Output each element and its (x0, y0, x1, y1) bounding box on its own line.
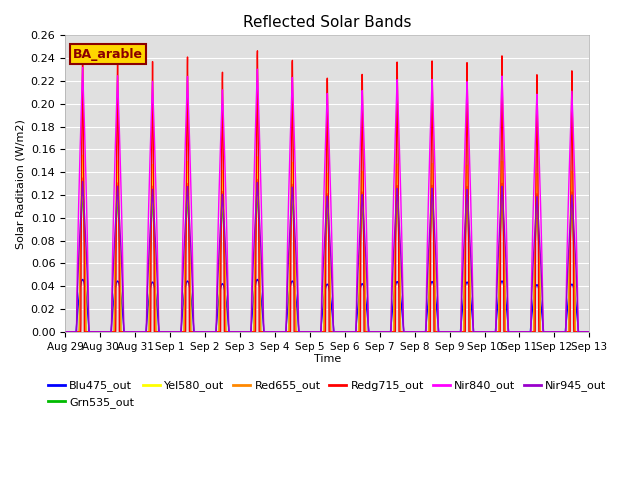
Nir945_out (152, 254, 160, 260)
Red655_out (586, 329, 593, 335)
Nir840_out (575, 329, 583, 335)
Red655_out (152, 329, 160, 335)
Legend: Blu475_out, Grn535_out, Yel580_out, Red655_out, Redg715_out, Nir840_out, Nir945_: Blu475_out, Grn535_out, Yel580_out, Red6… (44, 376, 611, 412)
Blu475_out (152, 297, 160, 303)
Yel580_out (575, 329, 583, 335)
Blu475_out (586, 329, 593, 335)
Nir945_out (262, 329, 270, 335)
Blu475_out (285, 292, 293, 298)
Nir840_out (121, 329, 129, 335)
Nir840_out (79, 65, 86, 71)
Grn535_out (152, 329, 160, 335)
Redg715_out (586, 329, 593, 335)
Nir945_out (285, 243, 293, 249)
Red655_out (519, 329, 527, 335)
Yel580_out (152, 329, 160, 335)
Grn535_out (285, 329, 293, 335)
Redg715_out (519, 329, 527, 335)
Yel580_out (79, 153, 86, 158)
Line: Blu475_out: Blu475_out (65, 279, 589, 332)
Red655_out (575, 329, 583, 335)
Blu475_out (61, 329, 69, 335)
Yel580_out (586, 329, 593, 335)
Yel580_out (262, 329, 270, 335)
Line: Redg715_out: Redg715_out (65, 45, 589, 332)
Line: Nir945_out: Nir945_out (65, 181, 589, 332)
X-axis label: Time: Time (314, 354, 341, 364)
Grn535_out (519, 329, 527, 335)
Nir945_out (519, 329, 527, 335)
Nir945_out (586, 329, 593, 335)
Line: Nir840_out: Nir840_out (65, 68, 589, 332)
Y-axis label: Solar Raditaion (W/m2): Solar Raditaion (W/m2) (15, 119, 25, 249)
Redg715_out (285, 329, 293, 335)
Grn535_out (575, 329, 583, 335)
Text: BA_arable: BA_arable (73, 48, 143, 60)
Nir945_out (61, 329, 69, 335)
Nir840_out (262, 329, 270, 335)
Line: Grn535_out: Grn535_out (65, 186, 589, 332)
Blu475_out (262, 329, 270, 335)
Blu475_out (575, 329, 583, 335)
Nir945_out (575, 329, 583, 335)
Line: Red655_out: Red655_out (65, 178, 589, 332)
Nir840_out (519, 329, 527, 335)
Grn535_out (586, 329, 593, 335)
Yel580_out (519, 329, 527, 335)
Redg715_out (61, 329, 69, 335)
Red655_out (61, 329, 69, 335)
Nir840_out (152, 198, 160, 204)
Yel580_out (285, 329, 293, 335)
Nir945_out (79, 179, 86, 184)
Yel580_out (61, 329, 69, 335)
Title: Reflected Solar Bands: Reflected Solar Bands (243, 15, 412, 30)
Grn535_out (79, 183, 86, 189)
Grn535_out (61, 329, 69, 335)
Blu475_out (79, 276, 86, 282)
Grn535_out (262, 329, 270, 335)
Grn535_out (121, 329, 129, 335)
Red655_out (262, 329, 270, 335)
Redg715_out (79, 42, 86, 48)
Nir945_out (121, 329, 129, 335)
Redg715_out (575, 329, 583, 335)
Nir840_out (285, 178, 293, 184)
Blu475_out (121, 329, 129, 335)
Yel580_out (121, 329, 129, 335)
Redg715_out (121, 329, 129, 335)
Blu475_out (519, 329, 527, 335)
Nir840_out (586, 329, 593, 335)
Redg715_out (152, 329, 160, 335)
Red655_out (121, 329, 129, 335)
Nir840_out (61, 329, 69, 335)
Line: Yel580_out: Yel580_out (65, 156, 589, 332)
Red655_out (285, 329, 293, 335)
Redg715_out (262, 329, 270, 335)
Red655_out (79, 175, 86, 181)
